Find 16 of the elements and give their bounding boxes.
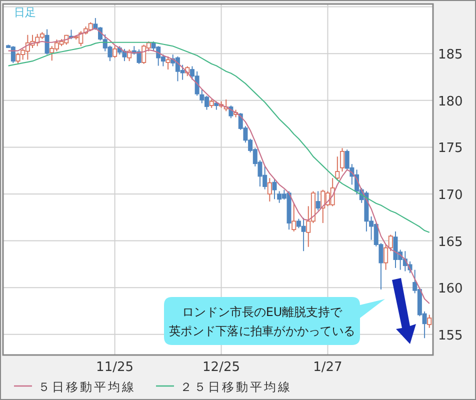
y-tick-label: 180 bbox=[438, 94, 463, 110]
x-tick-label: 1/27 bbox=[313, 360, 342, 375]
y-tick-label: 185 bbox=[438, 48, 463, 63]
y-tick-label: 155 bbox=[438, 328, 463, 344]
callout: ロンドン市長のEU離脱支持で 英ポンド下落に拍車がかかっている bbox=[164, 297, 385, 345]
legend-label: ５日移動平均線 bbox=[38, 380, 136, 394]
annotation: 英ポンド下落に拍車がかかっている bbox=[169, 324, 361, 338]
x-tick-label: 11/25 bbox=[96, 360, 134, 375]
legend-label: ２５日移動平均線 bbox=[180, 380, 292, 394]
annotation: 日足 bbox=[14, 6, 36, 19]
y-tick-label: 170 bbox=[438, 188, 463, 204]
y-tick-label: 165 bbox=[438, 234, 463, 250]
y-tick-label: 175 bbox=[438, 141, 463, 156]
x-tick-label: 12/25 bbox=[202, 360, 240, 375]
annotation: ロンドン市長のEU離脱支持で bbox=[182, 305, 344, 319]
y-tick-label: 160 bbox=[438, 282, 463, 297]
